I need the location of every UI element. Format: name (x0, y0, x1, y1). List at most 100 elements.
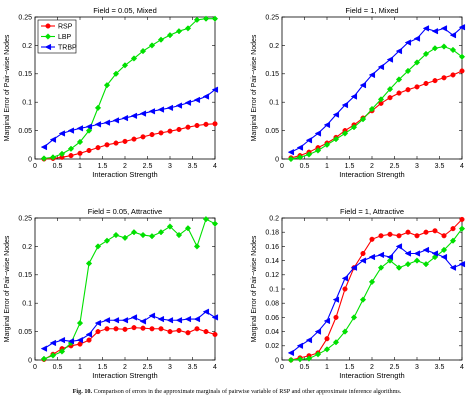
x-tick-label: 1 (78, 163, 82, 170)
data-point-trbp (85, 331, 93, 338)
x-tick-label: 3 (415, 364, 419, 371)
data-point-lbp (58, 348, 66, 355)
data-point-trbp (175, 102, 183, 109)
data-point-trbp (175, 317, 183, 324)
data-point-lbp (157, 229, 165, 236)
data-point-rsp (149, 132, 155, 138)
data-point-trbp (112, 317, 120, 324)
x-tick-label: 1.5 (98, 163, 108, 170)
x-tick-label: 2 (123, 163, 127, 170)
data-point-lbp (139, 231, 147, 239)
data-point-trbp (296, 342, 304, 350)
data-point-trbp (67, 338, 75, 345)
caption-text: Comparison of errors in the approximate … (93, 388, 402, 395)
data-point-rsp (212, 121, 218, 127)
y-tick-label: 0.05 (18, 329, 32, 336)
data-point-lbp (305, 355, 313, 362)
y-tick-label: 0.16 (265, 244, 279, 251)
data-point-rsp (459, 216, 465, 222)
y-tick-label: 0.05 (265, 128, 279, 135)
legend-marker-rsp (45, 23, 51, 29)
data-point-lbp (332, 135, 340, 143)
data-point-rsp (131, 136, 137, 142)
x-tick-label: 4 (460, 163, 464, 170)
data-point-trbp (296, 144, 304, 151)
data-point-lbp (440, 246, 448, 254)
x-tick-label: 1.5 (98, 364, 108, 371)
y-tick-label: 0.2 (22, 244, 32, 251)
data-point-lbp (130, 55, 138, 62)
data-point-lbp (458, 225, 466, 232)
data-point-rsp (450, 226, 456, 232)
y-tick-label: 0.2 (269, 43, 279, 50)
data-point-rsp (95, 329, 101, 335)
data-point-trbp (139, 110, 147, 117)
y-tick-label: 0.1 (22, 301, 32, 308)
data-point-rsp (194, 326, 200, 332)
data-point-rsp (122, 326, 128, 332)
data-point-trbp (193, 96, 201, 104)
data-point-lbp (395, 76, 403, 83)
data-point-lbp (76, 319, 84, 327)
caption-label: Fig. 10. (72, 388, 93, 395)
data-point-trbp (287, 148, 295, 156)
data-point-rsp (369, 236, 375, 242)
x-tick-label: 2.5 (390, 163, 400, 170)
y-tick-label: 0.04 (265, 329, 279, 336)
data-point-lbp (112, 231, 120, 239)
data-point-lbp (148, 42, 156, 49)
data-point-lbp (76, 138, 84, 146)
x-tick-label: 1.5 (345, 364, 355, 371)
series-lbp (287, 43, 466, 163)
data-point-trbp (76, 336, 84, 344)
chart-panel-4: 0 0.5 1 1.5 2 2.5 3 3.5 4 0 0.02 0.04 0.06 0.08 0.1 0.1… (251, 207, 466, 380)
data-point-trbp (166, 104, 174, 112)
data-point-rsp (405, 87, 411, 93)
y-tick-label: 0.15 (18, 71, 32, 78)
data-point-lbp (395, 264, 403, 271)
legend-label-lbp: LBP (58, 34, 72, 41)
data-point-lbp (112, 70, 120, 77)
y-axis-label: Marginal Error of Pair−wise Nodes (251, 235, 258, 342)
data-point-trbp (386, 56, 394, 63)
data-point-lbp (404, 67, 412, 75)
data-point-trbp (287, 349, 295, 357)
data-point-trbp (440, 25, 448, 32)
data-point-trbp (368, 253, 376, 261)
data-point-trbp (202, 308, 210, 315)
data-point-trbp (121, 317, 129, 324)
data-point-lbp (184, 25, 192, 32)
data-point-trbp (368, 71, 376, 79)
data-point-trbp (341, 275, 349, 282)
y-tick-label: 0.08 (265, 301, 279, 308)
legend: RSP LBP TRBP (37, 19, 77, 54)
data-point-rsp (185, 330, 191, 336)
data-point-rsp (86, 337, 92, 343)
y-axis-label: Marginal Error of Pair−wise Nodes (4, 235, 11, 342)
y-tick-label: 0.1 (269, 100, 279, 107)
data-point-rsp (423, 80, 429, 87)
data-point-lbp (175, 28, 183, 35)
data-point-lbp (184, 225, 192, 232)
legend-marker-trbp (44, 43, 52, 51)
data-point-trbp (323, 317, 331, 325)
plot-area (34, 217, 216, 361)
data-point-rsp (396, 233, 402, 239)
data-point-trbp (332, 111, 340, 118)
data-point-lbp (67, 145, 75, 152)
data-point-trbp (341, 101, 349, 109)
data-point-lbp (211, 220, 219, 227)
data-point-lbp (211, 15, 219, 22)
data-point-lbp (85, 260, 93, 267)
data-point-trbp (404, 250, 412, 257)
data-point-lbp (422, 260, 430, 268)
y-tick-label: 0.1 (269, 286, 279, 293)
data-point-rsp (140, 325, 146, 331)
x-tick-label: 2.5 (143, 364, 153, 371)
data-point-lbp (94, 243, 102, 250)
figure-charts: 0 0.5 1 1.5 2 2.5 3 3.5 4 0 0.05 0.1 0.15 0.2 0.25 Fiel… (4, 6, 466, 380)
data-point-lbp (202, 215, 210, 223)
data-point-lbp (386, 257, 394, 264)
y-tick-label: 0.14 (265, 258, 279, 265)
data-point-rsp (432, 78, 438, 84)
